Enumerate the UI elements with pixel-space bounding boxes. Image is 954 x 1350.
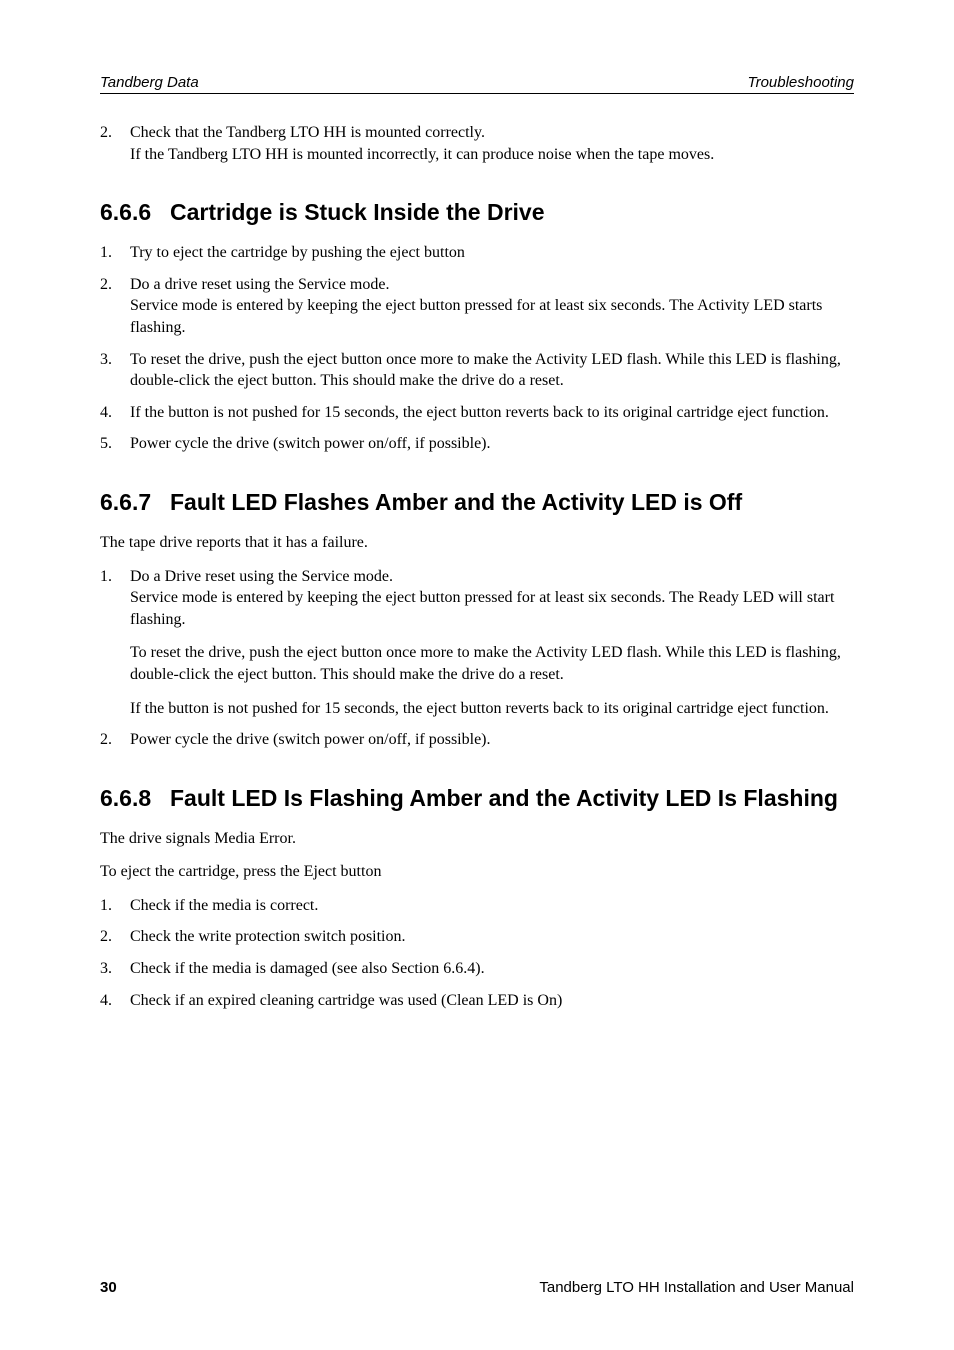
list-item-text: Try to eject the cartridge by pushing th… [130,242,854,264]
list-item-body: Do a drive reset using the Service mode.… [130,274,854,339]
list-item-text: To reset the drive, push the eject butto… [130,349,854,392]
list-item-body: Try to eject the cartridge by pushing th… [130,242,854,264]
header-left: Tandberg Data [100,74,199,91]
list-item: 2.Power cycle the drive (switch power on… [100,729,854,751]
section-intro-paragraph: To eject the cartridge, press the Eject … [100,861,854,883]
list-item: 5.Power cycle the drive (switch power on… [100,433,854,455]
list-item-number: 1. [100,895,130,917]
list-item-text: If the button is not pushed for 15 secon… [130,698,854,720]
section-number: 6.6.8 [100,785,170,812]
list-item-body: To reset the drive, push the eject butto… [130,349,854,392]
list-item-number: 2. [100,274,130,339]
section-number: 6.6.7 [100,489,170,516]
list-item-number: 5. [100,433,130,455]
list-item: 4.If the button is not pushed for 15 sec… [100,402,854,424]
header-right: Troubleshooting [748,74,854,91]
list-item-body: Check if the media is damaged (see also … [130,958,854,980]
list-item-body: Check if the media is correct. [130,895,854,917]
list-item-body: Check the write protection switch positi… [130,926,854,948]
list-item-text: Check that the Tandberg LTO HH is mounte… [130,122,854,165]
footer-right: Tandberg LTO HH Installation and User Ma… [539,1279,854,1296]
list-item-text: Check if an expired cleaning cartridge w… [130,990,854,1012]
list-item-number: 2. [100,729,130,751]
list-item-body: Check if an expired cleaning cartridge w… [130,990,854,1012]
list-item: 1.Check if the media is correct. [100,895,854,917]
section-number: 6.6.6 [100,199,170,226]
section-intro-paragraph: The tape drive reports that it has a fai… [100,532,854,554]
list-item-text: Power cycle the drive (switch power on/o… [130,729,854,751]
list-item: 3.Check if the media is damaged (see als… [100,958,854,980]
section-list: 1.Do a Drive reset using the Service mod… [100,566,854,751]
section-title: Cartridge is Stuck Inside the Drive [170,199,854,226]
document-page: Tandberg Data Troubleshooting 2.Check th… [0,0,954,1350]
section-heading: 6.6.6Cartridge is Stuck Inside the Drive [100,199,854,226]
list-item-number: 2. [100,926,130,948]
list-item-body: If the button is not pushed for 15 secon… [130,402,854,424]
section-title: Fault LED Is Flashing Amber and the Acti… [170,785,854,812]
list-item-number: 1. [100,242,130,264]
pre-section-list: 2.Check that the Tandberg LTO HH is moun… [100,122,854,165]
section-list: 1.Try to eject the cartridge by pushing … [100,242,854,455]
list-item-text: Check the write protection switch positi… [130,926,854,948]
section-intro-paragraph: The drive signals Media Error. [100,828,854,850]
list-item: 1.Do a Drive reset using the Service mod… [100,566,854,720]
list-item: 4.Check if an expired cleaning cartridge… [100,990,854,1012]
list-item: 1.Try to eject the cartridge by pushing … [100,242,854,264]
section-title: Fault LED Flashes Amber and the Activity… [170,489,854,516]
list-item-text: Power cycle the drive (switch power on/o… [130,433,854,455]
list-item: 2.Check that the Tandberg LTO HH is moun… [100,122,854,165]
list-item-text: Check if the media is damaged (see also … [130,958,854,980]
list-item: 2.Check the write protection switch posi… [100,926,854,948]
list-item-text: Check if the media is correct. [130,895,854,917]
sections-container: 6.6.6Cartridge is Stuck Inside the Drive… [100,199,854,1011]
section-heading: 6.6.8Fault LED Is Flashing Amber and the… [100,785,854,812]
list-item: 2.Do a drive reset using the Service mod… [100,274,854,339]
list-item-number: 1. [100,566,130,720]
list-item-text: To reset the drive, push the eject butto… [130,642,854,685]
list-item-text: Do a drive reset using the Service mode.… [130,274,854,339]
list-item-number: 2. [100,122,130,165]
list-item-number: 4. [100,402,130,424]
list-item-number: 3. [100,958,130,980]
list-item-text: If the button is not pushed for 15 secon… [130,402,854,424]
section-heading: 6.6.7Fault LED Flashes Amber and the Act… [100,489,854,516]
list-item-body: Power cycle the drive (switch power on/o… [130,433,854,455]
list-item-body: Do a Drive reset using the Service mode.… [130,566,854,720]
list-item-number: 3. [100,349,130,392]
page-footer: 30 Tandberg LTO HH Installation and User… [100,1279,854,1296]
list-item-number: 4. [100,990,130,1012]
running-header: Tandberg Data Troubleshooting [100,74,854,94]
list-item-body: Power cycle the drive (switch power on/o… [130,729,854,751]
list-item-text: Do a Drive reset using the Service mode.… [130,566,854,631]
section-list: 1.Check if the media is correct.2.Check … [100,895,854,1011]
page-number: 30 [100,1279,117,1296]
list-item: 3.To reset the drive, push the eject but… [100,349,854,392]
list-item-body: Check that the Tandberg LTO HH is mounte… [130,122,854,165]
